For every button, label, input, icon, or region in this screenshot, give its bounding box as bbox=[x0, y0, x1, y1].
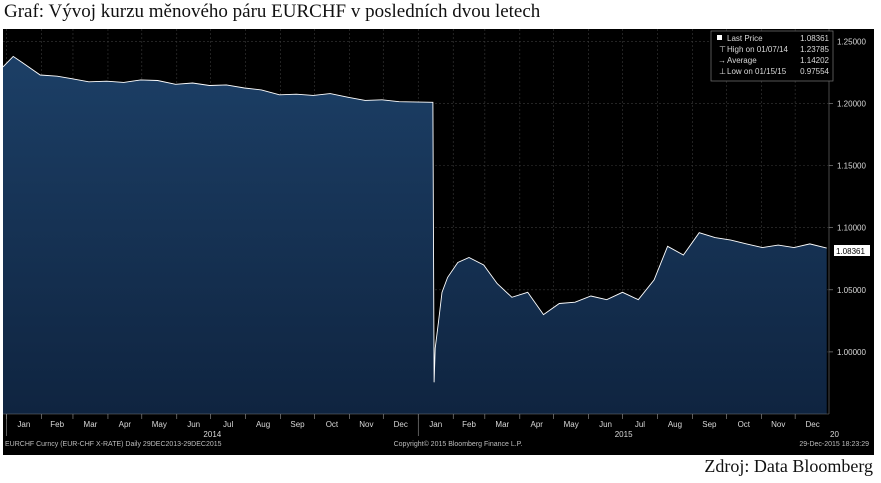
legend-label-1: High on 01/07/14 bbox=[727, 45, 788, 54]
x-tick-label: May bbox=[152, 420, 167, 429]
source-note: Zdroj: Data Bloomberg bbox=[704, 456, 873, 476]
last-price-tag: 1.08361 bbox=[834, 245, 870, 256]
legend-low-icon: ⊥ bbox=[719, 67, 726, 76]
price-line bbox=[3, 55, 827, 383]
x-tick-label: May bbox=[564, 420, 579, 429]
legend-label-0: Last Price bbox=[727, 34, 763, 43]
x-tick-label: Jul bbox=[223, 420, 233, 429]
eurchf-chart: 1.25000 1.20000 1.15000 1.10000 1.05000 1.000… bbox=[3, 29, 870, 448]
x-tick-label: Feb bbox=[462, 420, 476, 429]
legend-square-icon bbox=[717, 35, 722, 40]
x-tick-label: Mar bbox=[495, 420, 509, 429]
x-tick-label: Jun bbox=[599, 420, 612, 429]
x-tick-label: Oct bbox=[326, 420, 339, 429]
x-year-label: 2015 bbox=[615, 430, 633, 439]
legend-value-2: 1.14202 bbox=[800, 56, 829, 65]
legend-label-3: Low on 01/15/15 bbox=[727, 67, 787, 76]
footer-security: EURCHF Curncy (EUR-CHF X-RATE) Daily 29D… bbox=[5, 441, 222, 448]
legend-high-icon: ⊤ bbox=[719, 45, 726, 54]
footer-timestamp: 29-Dec-2015 18:23:29 bbox=[799, 441, 869, 448]
x-tick-label: Sep bbox=[702, 420, 717, 429]
x-tick-label: Jan bbox=[429, 420, 442, 429]
x-edge-label: 20 bbox=[830, 430, 839, 439]
legend-average-icon: → bbox=[718, 56, 726, 65]
y-tick-label: 1.15000 bbox=[837, 162, 866, 171]
x-tick-label: Sep bbox=[290, 420, 305, 429]
last-price-tag-label: 1.08361 bbox=[836, 247, 865, 256]
x-tick-label: Jun bbox=[187, 420, 200, 429]
legend: Last Price 1.08361 ⊤ High on 01/07/14 1.… bbox=[710, 30, 834, 82]
x-tick-label: Nov bbox=[359, 420, 373, 429]
price-area bbox=[3, 56, 827, 415]
x-tick-label: Aug bbox=[256, 420, 270, 429]
y-tick-label: 1.25000 bbox=[837, 37, 866, 46]
x-axis: Jan Feb Mar Apr May Jun Jul Aug Sep Oct Nov Dec Jan F… bbox=[3, 413, 839, 439]
x-tick-label: Dec bbox=[806, 420, 820, 429]
chart-panel: 1.25000 1.20000 1.15000 1.10000 1.05000 1.000… bbox=[3, 29, 874, 455]
x-year-label: 2014 bbox=[203, 430, 221, 439]
y-axis: 1.25000 1.20000 1.15000 1.10000 1.05000 1.000… bbox=[828, 29, 866, 414]
x-tick-label: Mar bbox=[84, 420, 98, 429]
y-tick-label: 1.10000 bbox=[837, 224, 866, 233]
footer-copyright: Copyright© 2015 Bloomberg Finance L.P. bbox=[394, 440, 523, 448]
legend-value-3: 0.97554 bbox=[800, 67, 829, 76]
figure-caption: Graf: Vývoj kurzu měnového páru EURCHF v… bbox=[4, 1, 541, 22]
x-tick-label: Aug bbox=[668, 420, 682, 429]
y-tick-label: 1.00000 bbox=[837, 348, 866, 357]
x-tick-label: Nov bbox=[771, 420, 785, 429]
x-tick-label: Jan bbox=[17, 420, 30, 429]
x-tick-label: Feb bbox=[50, 420, 64, 429]
legend-label-2: Average bbox=[727, 56, 757, 65]
x-tick-label: Jul bbox=[635, 420, 645, 429]
x-tick-label: Oct bbox=[738, 420, 751, 429]
y-tick-label: 1.05000 bbox=[837, 286, 866, 295]
legend-value-1: 1.23785 bbox=[800, 45, 829, 54]
x-tick-label: Apr bbox=[119, 420, 132, 429]
y-tick-label: 1.20000 bbox=[837, 100, 866, 109]
x-tick-label: Apr bbox=[531, 420, 544, 429]
legend-value-0: 1.08361 bbox=[800, 34, 829, 43]
x-tick-label: Dec bbox=[394, 420, 408, 429]
